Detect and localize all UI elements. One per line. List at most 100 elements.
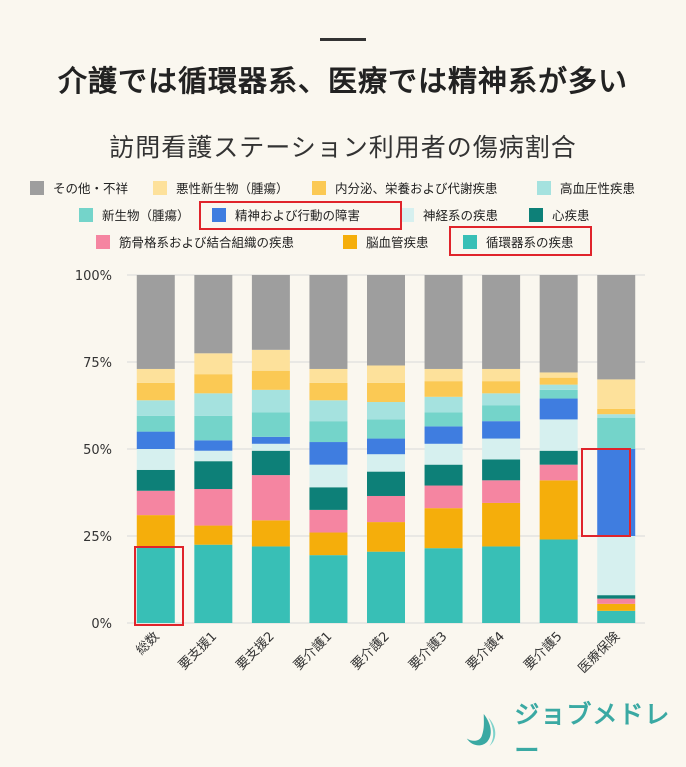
bar-segment <box>424 464 463 486</box>
bar-segment <box>597 417 636 449</box>
bar-segment <box>482 368 521 382</box>
bar-segment <box>136 449 175 470</box>
bar-segment <box>597 414 636 418</box>
bar-segment <box>539 539 578 623</box>
bar-segment <box>597 408 636 415</box>
bar-segment <box>482 438 521 460</box>
legend-label: 精神および行動の障害 <box>235 208 361 223</box>
legend-item-mental: 精神および行動の障害 <box>212 205 360 224</box>
bar-segment <box>251 275 290 350</box>
legend-item-neoplasm: 新生物（腫瘍） <box>79 205 190 224</box>
bar-segment <box>251 370 290 390</box>
bar-segment <box>424 443 463 465</box>
bar-segment <box>251 389 290 413</box>
bar-segment <box>539 398 578 420</box>
bar-segment <box>309 532 348 556</box>
y-tick-label: 50% <box>83 443 112 458</box>
bar-segment <box>539 419 578 451</box>
legend-item-endocrine: 内分泌、栄養および代謝疾患 <box>312 178 498 197</box>
legend-item-malignant: 悪性新生物（腫瘍） <box>153 178 289 197</box>
bar-segment <box>424 412 463 427</box>
bar-segment <box>367 365 405 383</box>
bar-segment <box>539 480 578 540</box>
legend-item-other: その他・不祥 <box>30 178 128 197</box>
legend-swatch <box>153 180 167 195</box>
y-tick-label: 25% <box>83 530 112 545</box>
legend-label: 循環器系の疾患 <box>486 235 574 250</box>
bar-segment <box>482 459 521 481</box>
bar-segment <box>251 546 290 623</box>
legend-swatch <box>343 234 357 249</box>
legend-item-nervous: 神経系の疾患 <box>400 205 498 224</box>
bar-segment <box>424 426 463 444</box>
bar-segment <box>367 471 405 496</box>
x-tick-label: 要介護2 <box>348 629 393 674</box>
bar-segment <box>539 275 578 373</box>
legend-label: 筋骨格系および結合組織の疾患 <box>119 235 295 250</box>
bar-segment <box>367 454 405 472</box>
legend-item-heart: 心疾患 <box>529 205 590 224</box>
bar-segment <box>597 379 636 409</box>
bar-segment <box>251 436 290 444</box>
bar-segment <box>539 450 578 465</box>
x-tick-label: 要介護3 <box>406 629 451 674</box>
logo-text: ジョブメドレー <box>514 700 671 765</box>
bar-segment <box>424 485 463 509</box>
bar-segment <box>367 495 405 523</box>
bar-segment <box>482 546 521 623</box>
legend-label: 脳血管疾患 <box>366 235 429 250</box>
bar-segment <box>194 450 233 462</box>
legend-label: 心疾患 <box>552 208 590 223</box>
bar-segment <box>367 275 405 366</box>
bar-segment <box>424 548 463 623</box>
legend-label: 新生物（腫瘍） <box>102 208 190 223</box>
bar-segment <box>309 442 348 465</box>
bar-segment <box>136 490 175 516</box>
bar-segment <box>309 382 348 401</box>
bar-segment <box>309 421 348 443</box>
legend-label: 内分泌、栄養および代謝疾患 <box>335 181 498 196</box>
stacked-bar-chart: 0% 25% 50% 75% 100% 総数 要支援1 要支援2 要介護1 要介護2 要介護3 要介護… <box>75 269 645 677</box>
x-tick-label: 医療保険 <box>576 629 623 676</box>
legend-swatch <box>312 180 326 195</box>
legend-item-circulatory: 循環器系の疾患 <box>463 232 574 251</box>
bar-segment <box>194 440 233 451</box>
bar-segment <box>136 546 175 623</box>
bar-segment <box>539 372 578 378</box>
bar-segment <box>539 384 578 390</box>
bar-segment <box>309 487 348 510</box>
legend-item-musculoskeletal: 筋骨格系および結合組織の疾患 <box>96 232 294 251</box>
bar-segment <box>309 555 348 623</box>
bar-segment <box>482 480 521 503</box>
bar-segment <box>136 382 175 401</box>
x-tick-label: 要支援1 <box>176 629 220 673</box>
bar-segment <box>597 449 636 536</box>
bar-segment <box>309 368 348 383</box>
brand-logo: ジョブメドレー <box>463 695 686 767</box>
bar-segment <box>482 502 521 547</box>
bar-segment <box>539 377 578 385</box>
bar-segment <box>194 461 233 490</box>
bar-segment <box>194 489 233 526</box>
bar-segment <box>424 381 463 397</box>
bar-segment <box>424 396 463 413</box>
bar-segment <box>482 405 521 422</box>
legend-label: 悪性新生物（腫瘍） <box>176 181 289 196</box>
legend-swatch <box>400 207 414 222</box>
legend-swatch <box>529 207 543 222</box>
bar-segment <box>367 551 405 623</box>
bar-segment <box>597 536 636 596</box>
x-tick-label: 要支援2 <box>234 629 278 673</box>
legend-swatch <box>79 207 93 222</box>
x-tick-label: 要介護1 <box>291 629 336 674</box>
bar-segment <box>482 381 521 394</box>
bar-segment <box>597 598 636 604</box>
bar-segment <box>136 400 175 416</box>
legend-swatch <box>212 207 226 222</box>
y-tick-label: 75% <box>83 356 112 371</box>
bar-segment <box>309 275 348 369</box>
legend-item-cerebrovascular: 脳血管疾患 <box>343 232 429 251</box>
bar-segment <box>251 475 290 521</box>
bar-segment <box>194 393 233 416</box>
bar-segment <box>136 415 175 432</box>
